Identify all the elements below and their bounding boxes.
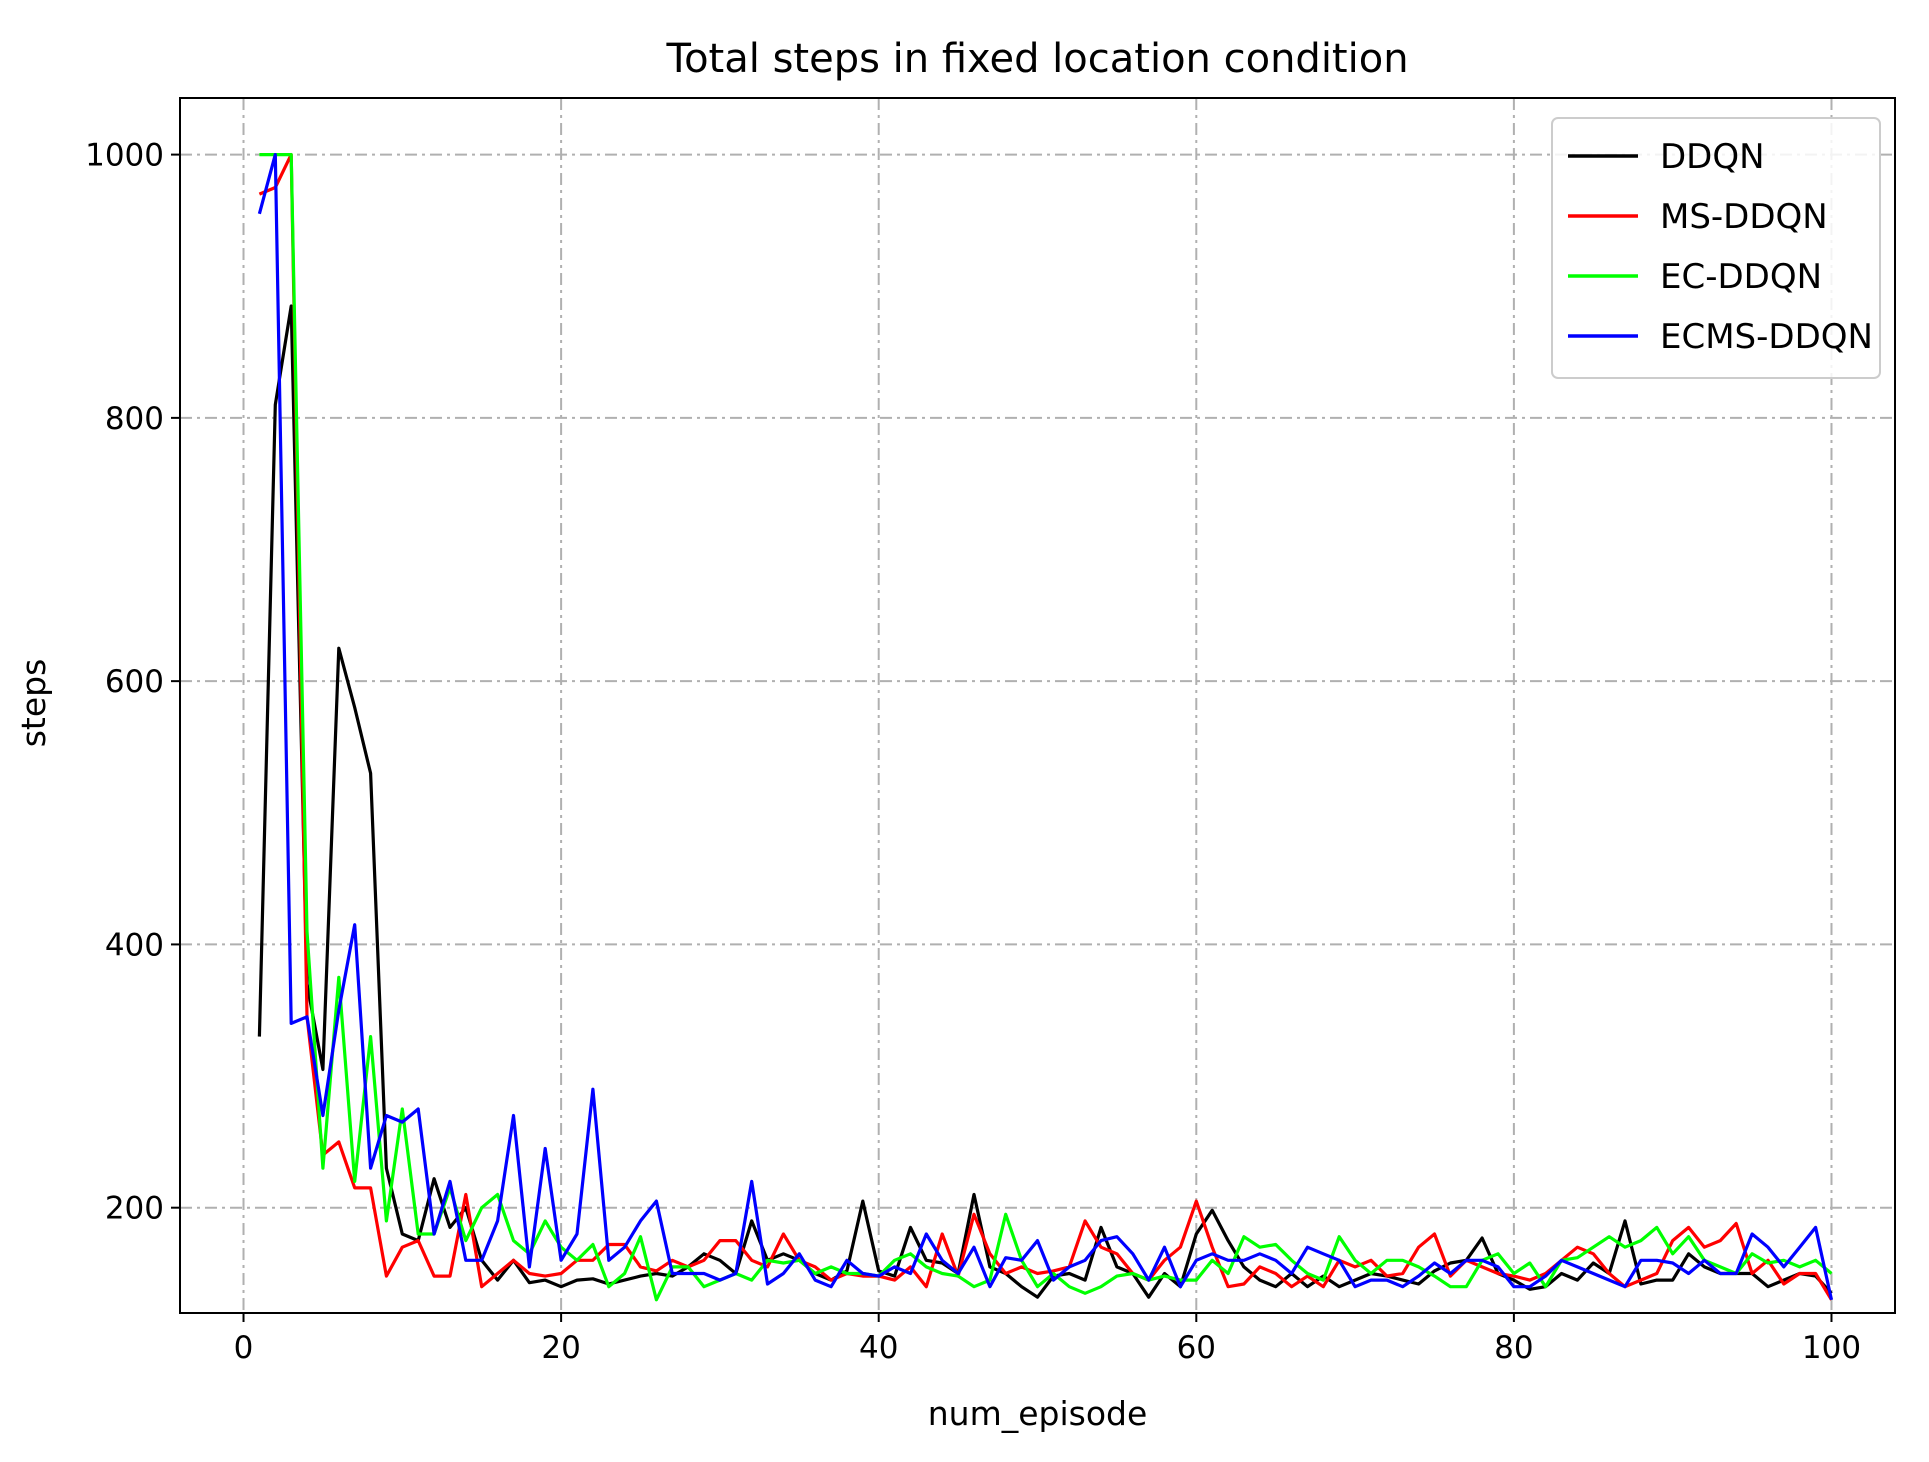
x-tick-label: 0 xyxy=(234,1330,254,1366)
series-line-ecms-ddqn xyxy=(257,153,1834,1301)
y-axis-label: steps xyxy=(14,659,53,748)
y-tick-label: 400 xyxy=(105,927,164,963)
series-line-ms-ddqn xyxy=(258,153,1833,1301)
series-lines xyxy=(257,153,1834,1302)
chart-title: Total steps in fixed location condition xyxy=(665,36,1408,82)
y-tick-label: 1000 xyxy=(85,138,164,174)
plot-frame xyxy=(179,97,1896,1314)
y-axis-ticks: 200 400 600 800 1000 xyxy=(85,138,180,1227)
legend-label: ECMS-DDQN xyxy=(1660,317,1873,357)
x-tick-label: 20 xyxy=(541,1330,580,1366)
y-tick-label: 800 xyxy=(105,401,164,437)
x-tick-label: 40 xyxy=(859,1330,898,1366)
legend: DDQN MS-DDQN EC-DDQN ECMS-DDQN xyxy=(1551,117,1881,379)
x-tick-label: 80 xyxy=(1494,1330,1533,1366)
legend-label: EC-DDQN xyxy=(1660,257,1822,297)
legend-label: DDQN xyxy=(1660,137,1765,177)
x-tick-label: 100 xyxy=(1802,1330,1861,1366)
legend-label: MS-DDQN xyxy=(1660,197,1828,237)
y-tick-label: 200 xyxy=(105,1191,164,1227)
x-tick-label: 60 xyxy=(1177,1330,1216,1366)
legend-box xyxy=(1551,117,1881,379)
grid xyxy=(180,98,1895,1313)
series-line-ddqn xyxy=(257,304,1833,1299)
y-tick-label: 600 xyxy=(105,664,164,700)
series-line-ec-ddqn xyxy=(259,153,1833,1302)
x-axis-label: num_episode xyxy=(928,1394,1148,1433)
x-axis-ticks: 0 20 40 60 80 100 xyxy=(234,1313,1861,1366)
